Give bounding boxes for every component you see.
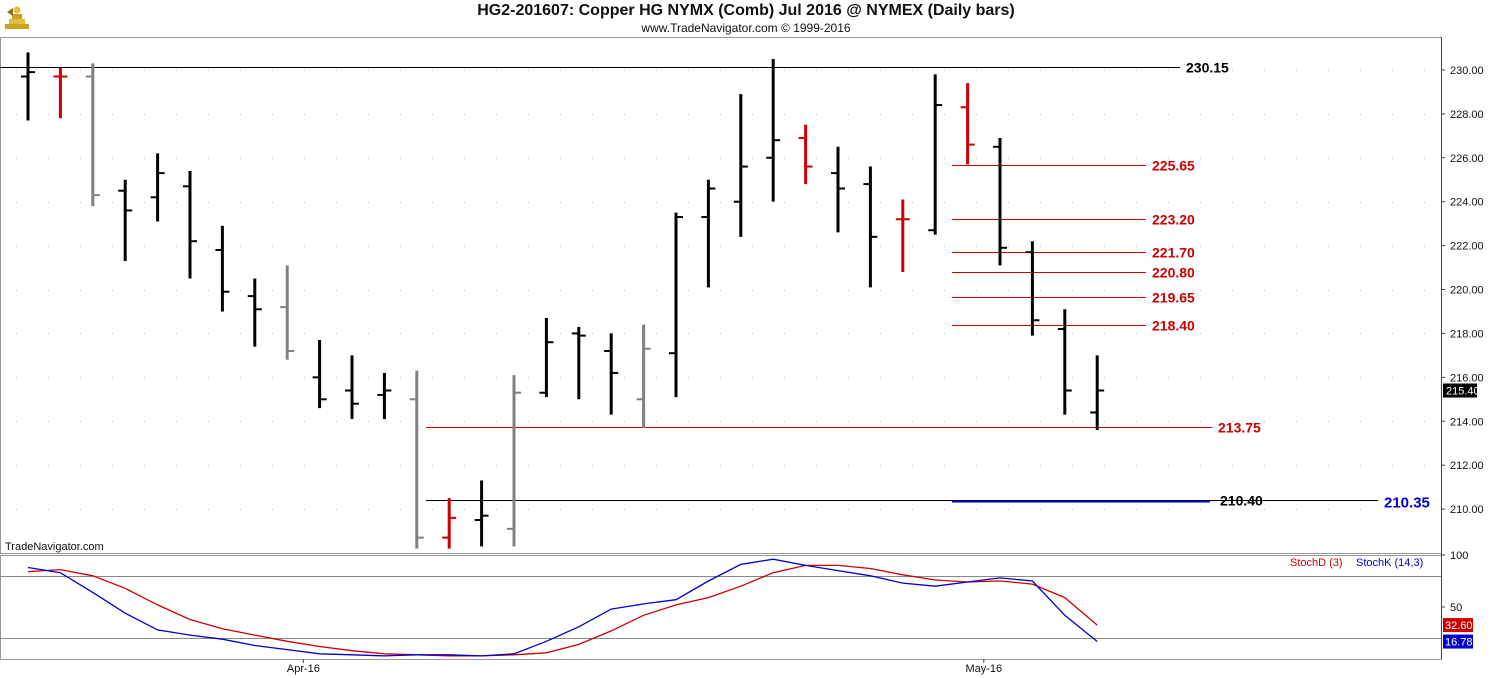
ohlc-bar [247,278,262,347]
stoch-last-box [1443,618,1473,633]
ohlc-bar [895,199,910,272]
level-label-218.40: 218.40 [1152,318,1195,334]
legend-stochD: StochD (3) [1290,557,1343,569]
ohlc-bar [442,498,457,549]
ohlc-bars [21,52,1105,549]
ohlc-bar [280,265,295,360]
trade-navigator-logo-icon [2,2,32,32]
ohlc-bar [831,146,845,233]
y-tick-label: 224.00 [1450,197,1484,209]
ohlc-bar [604,333,619,415]
level-label-221.70: 221.70 [1152,245,1195,261]
ohlc-bar [960,83,975,165]
ohlc-bar [345,355,359,420]
ohlc-bar [1090,355,1105,431]
y-tick-label: 220.00 [1450,285,1484,297]
ohlc-bar [377,372,392,420]
stoch-y-tick-label: 50 [1450,602,1462,614]
stoch-y-tick-label: 100 [1450,550,1468,562]
ohlc-bar [409,370,424,549]
y-tick-label: 222.00 [1450,241,1484,253]
ohlc-bar [539,318,554,398]
y-tick-label: 216.00 [1450,372,1484,384]
ohlc-bar [53,67,68,119]
level-label-213.75: 213.75 [1218,420,1261,436]
ohlc-bar [669,212,683,398]
level-label-219.65: 219.65 [1152,290,1195,306]
ohlc-bar [701,179,716,288]
stoch-last-box [1443,634,1473,649]
last-price-label: 215.40 [1446,386,1480,398]
price-panel-frame [0,37,1442,554]
ohlc-bar [21,52,35,121]
level-label-210.35: 210.35 [1384,495,1430,512]
ohlc-bar [636,324,651,428]
watermark: TradeNavigator.com [5,541,104,553]
ohlc-bar [733,94,748,237]
stoch-last-label: 32.60 [1445,620,1473,632]
ohlc-bar [766,58,781,202]
level-label-225.65: 225.65 [1152,158,1195,174]
last-price-box [1443,383,1477,398]
ohlc-bar [474,480,489,547]
stoch-series-d [27,564,1098,657]
ohlc-bar [312,340,327,409]
ohlc-bar [118,179,133,261]
stoch-series-k [27,558,1098,657]
y-tick-label: 214.00 [1450,416,1484,428]
ohlc-bar [1057,309,1072,415]
chart-title: HG2-201607: Copper HG NYMX (Comb) Jul 20… [477,2,1015,19]
y-tick-label: 212.00 [1450,460,1484,472]
ohlc-bar [571,326,586,400]
level-label-230.15: 230.15 [1186,60,1229,76]
ohlc-bar [183,170,197,279]
ohlc-bar [215,225,230,312]
ohlc-bar [928,74,943,235]
x-tick-label: May-16 [965,663,1002,675]
level-label-223.20: 223.20 [1152,212,1195,228]
ohlc-bar [1025,241,1040,336]
legend-stochK: StochK (14,3) [1356,557,1423,569]
level-label-210.40: 210.40 [1220,493,1263,509]
ohlc-bar [85,63,100,207]
y-tick-label: 226.00 [1450,153,1484,165]
y-tick-label: 228.00 [1450,109,1484,121]
ohlc-bar [150,153,165,222]
ohlc-bar [507,375,521,547]
price-grid [0,70,1441,510]
y-tick-label: 218.00 [1450,328,1484,340]
y-tick-label: 210.00 [1450,504,1484,516]
stoch-last-label: 16.78 [1445,637,1473,649]
ohlc-bar [798,124,813,185]
level-label-220.80: 220.80 [1152,265,1195,281]
ohlc-bar [993,138,1007,266]
ohlc-bar [863,166,878,288]
x-tick-label: Apr-16 [287,663,320,675]
chart-subtitle: www.TradeNavigator.com © 1999-2016 [641,21,851,35]
stoch-panel-frame [0,555,1442,660]
y-tick-label: 230.00 [1450,65,1484,77]
